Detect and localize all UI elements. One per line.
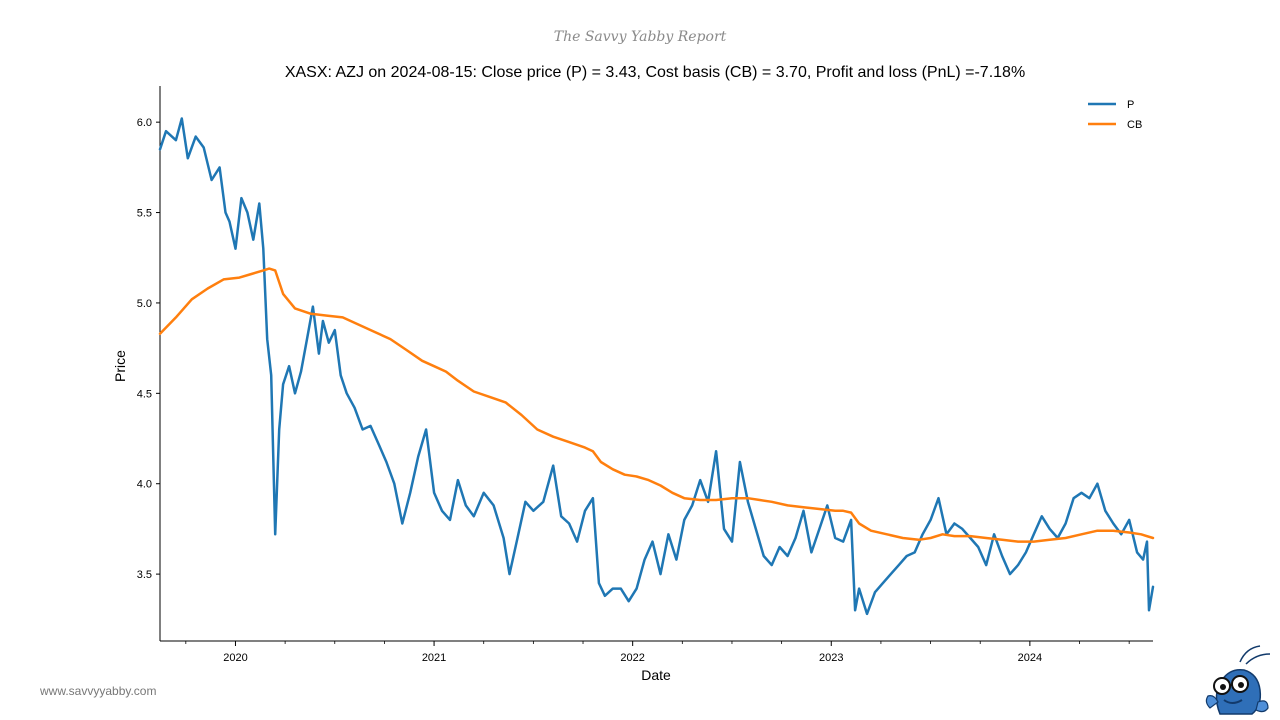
x-tick-label: 2021 — [422, 652, 446, 664]
brand-header: The Savvy Yabby Report — [553, 29, 727, 45]
chart-title: XASX: AZJ on 2024-08-15: Close price (P)… — [285, 64, 1025, 81]
footer-url: www.savvyyabby.com — [40, 684, 157, 698]
x-tick-label: 2020 — [223, 652, 247, 664]
x-axis-label: Date — [641, 667, 671, 683]
y-tick-label: 3.5 — [137, 569, 152, 581]
y-tick-label: 4.5 — [137, 388, 152, 400]
plot-lines — [158, 117, 1155, 616]
x-ticks: 2020 2021 2022 2023 2024 — [185, 641, 1130, 664]
y-tick-label: 4.0 — [137, 479, 152, 491]
y-ticks: 3.5 4.0 4.5 5.0 5.5 6.0 — [137, 117, 160, 581]
x-tick-label: 2022 — [620, 652, 644, 664]
y-tick-label: 5.5 — [137, 208, 152, 220]
series-line-p — [158, 117, 1155, 616]
legend-label-cb: CB — [1127, 119, 1142, 131]
y-tick-label: 5.0 — [137, 298, 152, 310]
chart-axes — [159, 86, 1153, 642]
y-axis-label: Price — [112, 350, 128, 382]
series-line-cb — [158, 267, 1155, 543]
legend: P CB — [1088, 99, 1142, 131]
yabby-mascot-icon — [1205, 645, 1271, 715]
x-tick-label: 2024 — [1018, 652, 1042, 664]
y-tick-label: 6.0 — [137, 117, 152, 129]
x-tick-label: 2023 — [819, 652, 843, 664]
legend-label-p: P — [1127, 99, 1134, 111]
